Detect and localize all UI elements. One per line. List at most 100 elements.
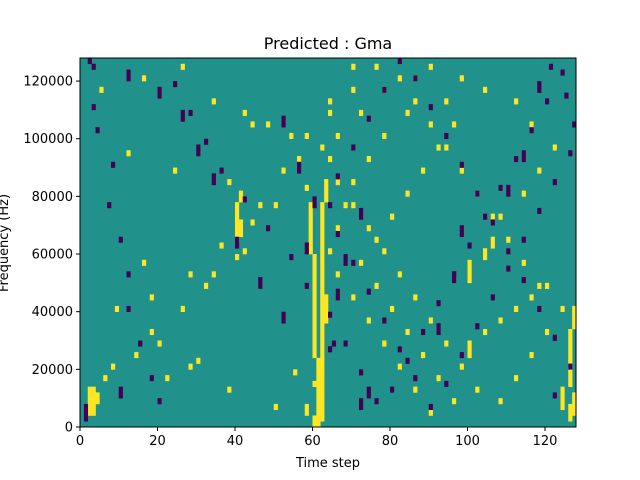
heatmap-cell-high xyxy=(312,305,317,312)
heatmap-cell-high xyxy=(316,363,321,370)
heatmap-cell-high xyxy=(328,109,333,116)
heatmap-cell-low xyxy=(335,288,340,295)
heatmap-cell-high xyxy=(142,259,147,266)
heatmap-cell-high xyxy=(320,265,325,272)
heatmap-cell-low xyxy=(397,346,402,353)
heatmap-cell-high xyxy=(413,98,418,105)
heatmap-cell-low xyxy=(521,156,526,163)
heatmap-cell-high xyxy=(316,398,321,405)
heatmap-cell-high xyxy=(320,375,325,382)
heatmap-cell-low xyxy=(459,225,464,232)
heatmap-cell-high xyxy=(560,386,565,393)
heatmap-cell-low xyxy=(126,305,131,312)
heatmap-cell-high xyxy=(320,415,325,422)
heatmap-cell-high xyxy=(316,403,321,411)
heatmap-cell-high xyxy=(444,340,449,347)
heatmap-cell-high xyxy=(324,294,329,301)
heatmap-cell-low xyxy=(312,202,317,209)
heatmap-cell-high xyxy=(114,305,120,312)
heatmap-cell-low xyxy=(568,150,573,157)
heatmap-cell-high xyxy=(165,375,170,382)
heatmap-cell-high xyxy=(312,259,317,266)
heatmap-cell-low xyxy=(359,403,364,411)
heatmap-cell-high xyxy=(320,236,325,243)
heatmap-cell-high xyxy=(320,219,325,226)
heatmap-cell-high xyxy=(452,398,457,405)
heatmap-cell-high xyxy=(343,202,348,209)
heatmap-cell-high xyxy=(421,167,426,174)
heatmap-cell-high xyxy=(312,265,317,272)
heatmap-cell-high xyxy=(572,311,577,318)
heatmap-cell-high xyxy=(312,288,317,295)
heatmap-cell-high xyxy=(316,386,321,393)
heatmap-cell-high xyxy=(324,184,329,191)
heatmap-cell-low xyxy=(506,265,511,272)
heatmap-cell-low xyxy=(126,69,131,76)
heatmap-cell-high xyxy=(324,311,329,318)
heatmap-cell-high xyxy=(242,109,247,116)
heatmap-cell-high xyxy=(320,328,325,336)
heatmap-cell-low xyxy=(335,230,340,238)
y-tick-label: 80000 xyxy=(32,190,73,205)
heatmap-cell-high xyxy=(397,363,402,370)
heatmap-cell-high xyxy=(142,75,147,82)
heatmap-cell-high xyxy=(188,271,193,278)
heatmap-cell-high xyxy=(87,403,92,411)
heatmap-cell-high xyxy=(188,363,193,370)
heatmap-cell-high xyxy=(316,380,321,387)
heatmap-cell-high xyxy=(568,328,573,336)
heatmap-cell-high xyxy=(304,132,309,140)
heatmap-cell-high xyxy=(436,144,441,151)
heatmap-cell-high xyxy=(320,409,325,416)
heatmap-cell-low xyxy=(196,144,201,151)
heatmap-cell-high xyxy=(320,323,325,330)
heatmap-cell-low xyxy=(351,259,356,266)
heatmap-cell-high xyxy=(359,109,364,116)
heatmap-cell-high xyxy=(490,236,495,243)
heatmap-cell-low xyxy=(188,109,193,116)
heatmap-cell-low xyxy=(483,213,488,220)
heatmap-cell-high xyxy=(498,317,503,324)
heatmap-cell-high xyxy=(467,277,472,284)
heatmap-cell-low xyxy=(436,328,441,336)
heatmap-cell-low xyxy=(529,127,534,134)
heatmap-cell-high xyxy=(467,340,472,347)
heatmap-cell-high xyxy=(312,271,317,278)
heatmap-cell-high xyxy=(572,398,577,405)
heatmap-cell-low xyxy=(560,69,565,76)
heatmap-cell-low xyxy=(343,254,348,261)
heatmap-cell-high xyxy=(173,167,178,174)
heatmap-cell-high xyxy=(351,294,356,301)
heatmap-cell-low xyxy=(506,190,511,197)
heatmap-cell-low xyxy=(235,242,240,249)
heatmap-cell-high xyxy=(320,202,325,209)
heatmap-cell-high xyxy=(308,213,313,220)
heatmap-cell-high xyxy=(413,386,418,393)
heatmap-cell-low xyxy=(413,375,418,382)
heatmap-cell-high xyxy=(273,403,278,411)
heatmap-cell-low xyxy=(366,288,371,295)
heatmap-cell-high xyxy=(560,305,565,312)
heatmap-cell-high xyxy=(91,392,96,399)
y-tick-label: 60000 xyxy=(32,248,73,263)
heatmap-cell-high xyxy=(87,398,92,405)
heatmap-cell-high xyxy=(320,294,325,301)
heatmap-cell-high xyxy=(335,179,340,186)
heatmap-cell-high xyxy=(397,271,402,278)
heatmap-cell-high xyxy=(316,415,321,422)
heatmap-cell-high xyxy=(320,403,325,411)
heatmap-cell-high xyxy=(490,242,495,249)
heatmap-cell-low xyxy=(421,328,426,336)
heatmap-cell-high xyxy=(359,259,364,266)
heatmap-cell-low xyxy=(397,58,402,65)
heatmap-cell-low xyxy=(196,150,201,157)
heatmap-cell-low xyxy=(91,63,96,70)
heatmap-cell-low xyxy=(235,236,240,243)
heatmap-cell-high xyxy=(560,403,565,411)
heatmap-cell-high xyxy=(320,340,325,347)
heatmap-cell-low xyxy=(157,86,162,93)
heatmap-cell-high xyxy=(312,421,317,428)
heatmap-cell-high xyxy=(91,398,96,405)
heatmap-cell-low xyxy=(413,75,418,82)
